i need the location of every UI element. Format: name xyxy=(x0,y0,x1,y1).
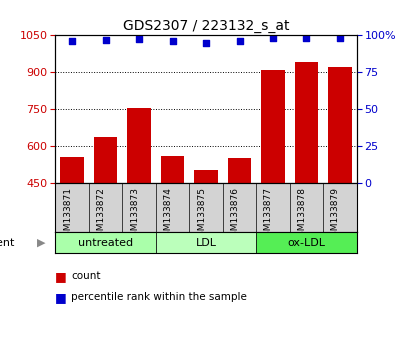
Bar xyxy=(60,157,83,183)
Title: GDS2307 / 223132_s_at: GDS2307 / 223132_s_at xyxy=(122,19,289,33)
Bar xyxy=(294,62,317,183)
Text: GSM133871: GSM133871 xyxy=(63,187,72,242)
Text: ox-LDL: ox-LDL xyxy=(287,238,325,247)
Bar xyxy=(127,108,151,183)
Point xyxy=(336,35,342,40)
Text: ▶: ▶ xyxy=(37,238,45,247)
Bar xyxy=(227,158,251,183)
Text: GSM133876: GSM133876 xyxy=(230,187,239,242)
Text: GSM133879: GSM133879 xyxy=(330,187,339,242)
Point xyxy=(169,39,175,44)
Text: count: count xyxy=(71,271,100,281)
Text: agent: agent xyxy=(0,238,14,247)
Text: LDL: LDL xyxy=(195,238,216,247)
Bar xyxy=(94,137,117,183)
Text: GSM133874: GSM133874 xyxy=(163,187,172,241)
Bar xyxy=(55,232,155,253)
Bar xyxy=(194,171,217,183)
Point xyxy=(202,40,209,46)
Text: untreated: untreated xyxy=(78,238,133,247)
Text: GSM133872: GSM133872 xyxy=(97,187,106,241)
Bar xyxy=(261,70,284,183)
Text: ■: ■ xyxy=(55,291,67,304)
Bar xyxy=(256,232,356,253)
Text: percentile rank within the sample: percentile rank within the sample xyxy=(71,292,246,302)
Point xyxy=(102,37,109,42)
Point xyxy=(269,35,276,40)
Bar xyxy=(155,232,256,253)
Text: ■: ■ xyxy=(55,270,67,283)
Text: GSM133873: GSM133873 xyxy=(130,187,139,242)
Text: GSM133875: GSM133875 xyxy=(197,187,205,242)
Text: GSM133877: GSM133877 xyxy=(263,187,272,242)
Point xyxy=(135,36,142,42)
Point xyxy=(69,39,75,44)
Point xyxy=(302,35,309,40)
Text: GSM133878: GSM133878 xyxy=(297,187,306,242)
Point xyxy=(236,39,242,44)
Bar xyxy=(328,67,351,183)
Bar xyxy=(160,156,184,183)
